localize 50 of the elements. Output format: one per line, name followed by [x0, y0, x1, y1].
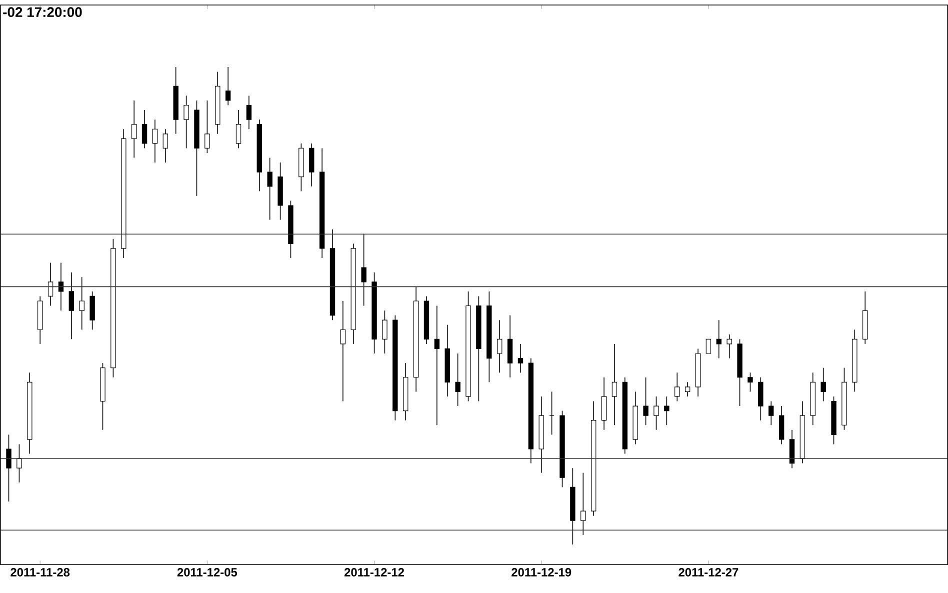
candlestick	[518, 344, 524, 374]
candlestick	[820, 368, 826, 402]
candlestick	[758, 377, 764, 421]
candlestick	[612, 344, 618, 426]
candlestick	[267, 158, 272, 220]
candlestick	[361, 234, 366, 306]
candlestick	[382, 310, 388, 354]
candlestick	[748, 372, 753, 392]
candlestick	[706, 339, 712, 354]
candlestick	[79, 276, 84, 330]
candlestick	[184, 96, 189, 149]
candlestick	[131, 100, 137, 158]
candlestick	[434, 306, 440, 426]
candlestick	[6, 434, 12, 502]
candlestick	[152, 119, 158, 164]
candlestick	[580, 472, 586, 536]
candlestick	[768, 401, 774, 426]
candlestick	[68, 272, 74, 340]
x-tick-label: 2011-12-19	[512, 568, 572, 577]
candlestick	[507, 315, 513, 378]
candlestick	[496, 320, 502, 374]
candlestick	[778, 406, 784, 445]
candlestick	[204, 100, 210, 154]
candlestick	[716, 320, 722, 359]
candlestick	[246, 96, 252, 130]
candlestick	[664, 396, 670, 426]
candlestick	[674, 372, 680, 402]
x-tick-label: 2011-11-28	[10, 568, 70, 577]
chart-title: -02 17:20:00	[3, 7, 82, 18]
candlestick	[684, 382, 690, 398]
candlestick	[162, 128, 168, 164]
candlestick	[236, 110, 242, 149]
x-tick-label: 2011-12-05	[177, 568, 238, 577]
candlestick	[142, 110, 148, 149]
candlestick	[643, 377, 648, 426]
candlestick	[654, 396, 659, 431]
candlestick	[90, 291, 95, 330]
candlestick	[309, 143, 314, 188]
candlestick	[726, 334, 732, 359]
x-tick-label: 2011-12-12	[344, 568, 404, 577]
candlestick	[225, 66, 231, 106]
candlestick	[549, 392, 554, 436]
candlestick	[340, 300, 346, 402]
candlestick	[455, 353, 460, 407]
candlestick	[48, 262, 54, 306]
candlestick	[789, 430, 795, 469]
candlestick	[601, 377, 607, 431]
candlestick	[16, 444, 22, 484]
x-tick-label: 2011-12-27	[678, 568, 738, 577]
candlestick	[58, 262, 64, 312]
